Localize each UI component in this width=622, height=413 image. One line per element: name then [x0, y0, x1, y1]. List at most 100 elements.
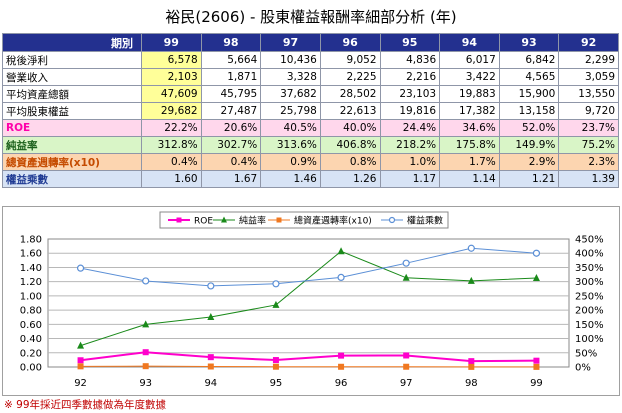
table-cell: 75.2% — [558, 136, 619, 154]
table-cell: 9,720 — [558, 102, 619, 120]
y-tick-label-right: 150% — [575, 320, 604, 331]
table-cell: 23.7% — [558, 119, 619, 137]
y-tick-label-left: 1.40 — [20, 263, 42, 274]
data-point — [402, 273, 410, 281]
table-cell: 3,059 — [558, 68, 619, 86]
data-point — [533, 357, 540, 364]
table-cell: 1.17 — [379, 170, 441, 188]
table-cell: 0.8% — [319, 153, 381, 171]
row-label: 平均資產總額 — [2, 85, 142, 103]
table-cell: 0.4% — [141, 153, 202, 171]
table-cell: 2.3% — [558, 153, 619, 171]
table-cell: 1.26 — [319, 170, 381, 188]
table-cell: 4,565 — [498, 68, 560, 86]
table-cell: 406.8% — [319, 136, 381, 154]
y-tick-label-right: 0% — [575, 363, 591, 374]
data-point — [142, 349, 149, 356]
data-point — [207, 282, 215, 290]
series-line — [80, 247, 537, 287]
page-title: 裕民(2606) - 股東權益報酬率細部分析 (年) — [165, 8, 457, 26]
table-row: 權益乘數 1.60 1.67 1.46 1.26 1.17 1.14 1.21 1.39 — [2, 170, 619, 188]
y-tick-label-right: 350% — [575, 263, 604, 274]
legend-marker — [176, 217, 182, 223]
year-header: 92 — [558, 33, 619, 52]
table-cell: 25,798 — [260, 102, 321, 120]
legend-label: 總資產週轉率(x10) — [294, 215, 372, 227]
data-point — [467, 244, 475, 252]
year-header: 98 — [200, 33, 262, 52]
y-tick-label-right: 300% — [575, 277, 604, 288]
y-tick-label-right: 100% — [575, 334, 604, 345]
y-tick-label-right: 50% — [575, 348, 597, 359]
y-tick-label-left: 1.00 — [20, 291, 42, 302]
data-point — [338, 352, 345, 359]
legend-marker — [388, 216, 396, 224]
data-point — [337, 247, 345, 255]
table-cell: 1.46 — [260, 170, 321, 188]
table-cell: 52.0% — [498, 119, 560, 137]
table-row: 平均資產總額 47,609 45,795 37,682 28,502 23,103 19,8… — [2, 85, 619, 103]
year-header: 97 — [260, 33, 321, 52]
data-point — [467, 276, 475, 284]
y-tick-label-left: 1.60 — [20, 249, 42, 260]
table-cell: 28,502 — [319, 85, 381, 103]
year-header: 93 — [498, 33, 560, 52]
table-cell: 2,103 — [141, 68, 202, 86]
table-cell: 313.6% — [260, 136, 321, 154]
y-tick-label-left: 1.20 — [20, 277, 42, 288]
table-cell: 5,664 — [200, 51, 262, 69]
y-tick-label-right: 250% — [575, 291, 604, 302]
x-tick-label: 93 — [139, 378, 152, 389]
data-point — [207, 363, 214, 370]
row-label: 總資產週轉率(x10) — [2, 153, 142, 171]
series-line — [80, 351, 537, 363]
data-point — [272, 300, 280, 308]
table-cell: 2,299 — [558, 51, 619, 69]
y-tick-label-left: 0.60 — [20, 320, 42, 331]
table-cell: 312.8% — [141, 136, 202, 154]
x-tick-label: 95 — [270, 378, 283, 389]
table-cell: 1.0% — [379, 153, 441, 171]
table-cell: 47,609 — [141, 85, 202, 103]
table-cell: 0.9% — [260, 153, 321, 171]
table-cell: 9,052 — [319, 51, 381, 69]
table-cell: 218.2% — [379, 136, 441, 154]
table-cell: 45,795 — [200, 85, 262, 103]
table-corner-header: 期別 — [2, 33, 142, 52]
legend-label: 權益乘數 — [407, 215, 443, 227]
table-cell: 6,842 — [498, 51, 560, 69]
table-cell: 2,225 — [319, 68, 381, 86]
table-cell: 1,871 — [200, 68, 262, 86]
data-point — [403, 352, 410, 359]
table-cell: 1.7% — [439, 153, 500, 171]
data-point — [272, 357, 279, 364]
row-label: 營業收入 — [2, 68, 142, 86]
data-point — [142, 320, 150, 328]
table-cell: 19,816 — [379, 102, 441, 120]
table-cell: 23,103 — [379, 85, 441, 103]
table-row: 稅後淨利 6,578 5,664 10,436 9,052 4,836 6,017 6,842… — [2, 51, 619, 69]
table-cell: 3,422 — [439, 68, 500, 86]
data-point — [207, 354, 214, 361]
table-cell: 175.8% — [439, 136, 500, 154]
year-header: 96 — [319, 33, 381, 52]
table-header-row: 期別 99 98 97 96 95 94 93 92 — [2, 33, 619, 52]
plot-area — [47, 238, 570, 368]
y-tick-label-right: 200% — [575, 306, 604, 317]
legend-box — [159, 211, 449, 229]
x-tick-label: 94 — [204, 378, 217, 389]
table-cell: 40.0% — [319, 119, 381, 137]
table-cell: 34.6% — [439, 119, 500, 137]
data-point — [77, 341, 85, 349]
data-point — [207, 312, 215, 320]
table-cell: 17,382 — [439, 102, 500, 120]
y-tick-label-right: 400% — [575, 249, 604, 260]
y-tick-label-left: 0.80 — [20, 306, 42, 317]
row-label: 純益率 — [2, 136, 142, 154]
table-cell: 37,682 — [260, 85, 321, 103]
table-cell: 149.9% — [498, 136, 560, 154]
line-chart: 0.00 0.20 0.40 0.60 0.80 1.00 1.20 1.40 1.60 1.80… — [20, 211, 604, 389]
table-cell: 4,836 — [379, 51, 441, 69]
data-point — [533, 363, 540, 370]
table-cell: 22.2% — [141, 119, 202, 137]
